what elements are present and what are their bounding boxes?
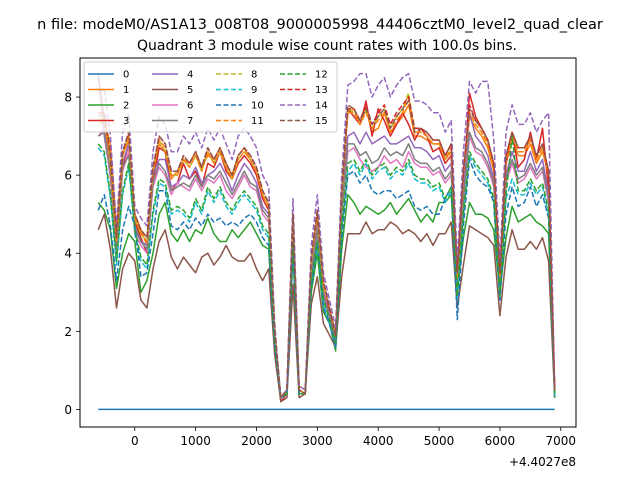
x-tick-label: 1000 — [180, 434, 211, 448]
legend-label-6: 6 — [187, 101, 193, 112]
y-tick-label: 4 — [64, 247, 72, 261]
series-line-12 — [97, 135, 556, 399]
series-line-14 — [97, 72, 556, 399]
x-tick-label: 6000 — [485, 434, 516, 448]
y-tick-label: 2 — [64, 325, 72, 339]
plot-frame — [79, 57, 577, 428]
series-line-7 — [97, 131, 556, 399]
series-line-8 — [97, 92, 556, 399]
x-tick-label: 4000 — [363, 434, 394, 448]
legend-label-11: 11 — [251, 116, 264, 127]
series-line-10 — [97, 158, 556, 399]
y-tick-label: 8 — [64, 91, 72, 105]
x-offset-label: +4.4027e8 — [509, 455, 576, 469]
legend-label-8: 8 — [251, 70, 257, 81]
legend-label-2: 2 — [123, 101, 129, 112]
x-tick-label: 7000 — [546, 434, 577, 448]
x-tick-label: 3000 — [302, 434, 333, 448]
chart-title: Quadrant 3 module wise count rates with … — [137, 38, 517, 54]
series-line-9 — [97, 147, 556, 399]
y-tick-label: 0 — [64, 403, 72, 417]
x-tick-label: 2000 — [241, 434, 272, 448]
legend-label-0: 0 — [123, 70, 129, 81]
legend-label-13: 13 — [315, 85, 328, 96]
legend-label-9: 9 — [251, 85, 257, 96]
legend-label-14: 14 — [315, 101, 328, 112]
legend-label-3: 3 — [123, 116, 129, 127]
legend-label-10: 10 — [251, 101, 264, 112]
figure-suptitle: n file: modeM0/AS1A13_008T08_9000005998_… — [37, 17, 603, 33]
x-tick-label: 5000 — [424, 434, 455, 448]
series-line-13 — [98, 96, 556, 399]
legend-label-1: 1 — [123, 85, 129, 96]
legend-label-7: 7 — [187, 116, 193, 127]
legend-label-4: 4 — [187, 70, 193, 81]
legend-label-15: 15 — [315, 116, 328, 127]
series-group — [97, 72, 556, 411]
legend-label-5: 5 — [187, 85, 193, 96]
series-line-15 — [97, 100, 556, 399]
axis-ticks: 0 1000 2000 3000 4000 5000 6000 7000 0 2 4 6 8 — [64, 91, 576, 448]
legend-label-12: 12 — [315, 70, 328, 81]
x-tick-label: 0 — [131, 434, 139, 448]
y-tick-label: 6 — [64, 169, 72, 183]
series-line-11 — [97, 96, 556, 399]
legend-frame — [83, 61, 338, 133]
series-line-5 — [97, 213, 556, 403]
